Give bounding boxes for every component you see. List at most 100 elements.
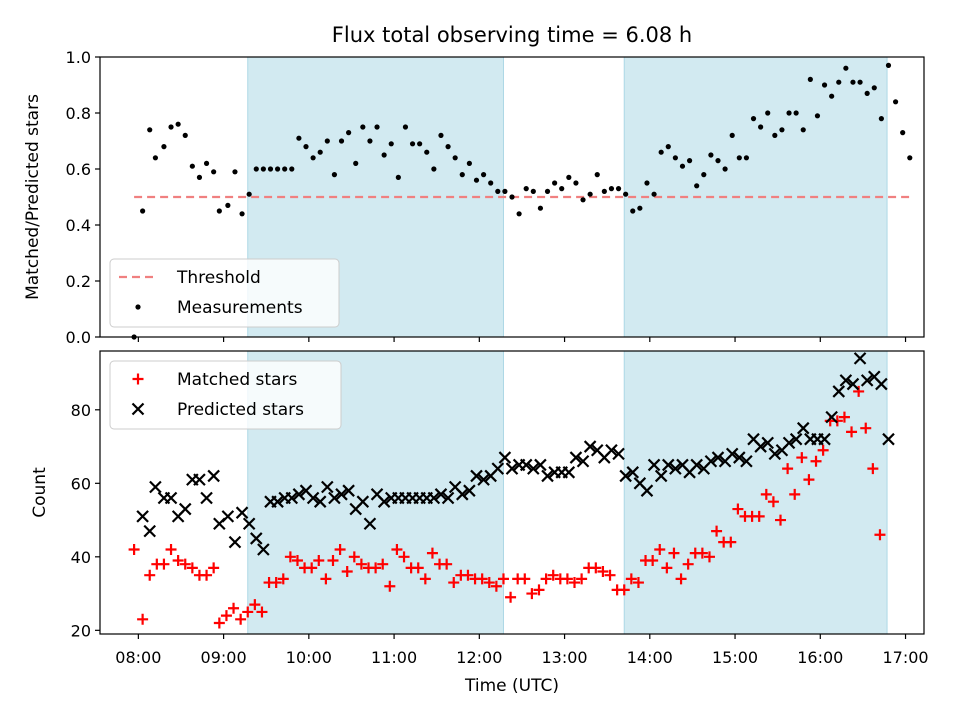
data-point [608, 186, 615, 192]
data-point [807, 76, 813, 82]
data-point [846, 377, 860, 391]
data-point [178, 502, 192, 516]
data-point [875, 377, 888, 391]
data-point [829, 93, 835, 99]
count-panel: 20 40 60 80 08:00 09:00 10:00 11:00 12:00 13:00 14… [30, 350, 929, 667]
data-point [225, 202, 231, 208]
data-point [701, 172, 707, 178]
data-point [690, 458, 703, 472]
data-point [530, 188, 536, 194]
data-point [843, 65, 849, 71]
data-point [370, 562, 382, 574]
data-point [547, 569, 559, 581]
data-point [182, 132, 188, 138]
x-tick-label: 12:00 [456, 648, 502, 667]
data-point [402, 124, 409, 130]
data-point [334, 543, 346, 555]
data-point [722, 166, 728, 172]
data-point [668, 547, 680, 559]
y-tick-label: 1.0 [66, 48, 91, 67]
data-point [782, 463, 794, 475]
data-point [526, 588, 538, 600]
data-point [559, 186, 565, 192]
data-point [860, 422, 872, 434]
data-point [140, 208, 146, 214]
data-point [686, 158, 693, 164]
data-point [573, 180, 579, 186]
data-point [480, 172, 487, 178]
legend-swatch [132, 373, 144, 385]
data-point [249, 532, 263, 545]
data-point [136, 510, 149, 523]
data-point [618, 584, 630, 596]
data-point [292, 488, 306, 501]
data-point [750, 116, 757, 122]
data-point [175, 121, 181, 127]
data-point [661, 562, 673, 574]
data-point [335, 488, 348, 501]
x-tick-label: 10:00 [286, 648, 332, 667]
x-tick-label: 14:00 [627, 648, 673, 667]
data-point [818, 432, 831, 446]
data-point [427, 491, 441, 505]
data-point [800, 127, 806, 133]
data-point [605, 443, 618, 457]
data-point [831, 415, 843, 427]
data-point [552, 180, 558, 186]
data-point [817, 444, 829, 456]
data-point [216, 208, 222, 214]
data-point [324, 138, 330, 144]
data-point [476, 573, 488, 585]
data-point [625, 573, 637, 585]
data-point [495, 188, 501, 194]
data-point [836, 79, 842, 85]
data-point [257, 543, 270, 556]
data-point [434, 488, 448, 501]
legend-swatch [135, 304, 141, 310]
data-point [647, 458, 661, 472]
data-point [580, 197, 586, 203]
data-point [331, 172, 338, 178]
data-point [540, 573, 552, 585]
data-point [590, 562, 602, 574]
data-point [271, 495, 284, 508]
data-point [619, 469, 632, 483]
data-point [291, 554, 303, 566]
data-point [850, 79, 856, 85]
y-tick-label: 80 [71, 401, 91, 420]
data-point [853, 352, 867, 365]
data-point [462, 569, 474, 581]
data-point [789, 432, 803, 446]
data-point [424, 149, 430, 155]
data-point [207, 469, 220, 483]
data-point [725, 447, 739, 461]
observing-window-band [623, 56, 888, 338]
data-point [455, 488, 469, 501]
legend-label: Predicted stars [177, 400, 304, 420]
data-point [569, 451, 583, 464]
legend-label: Matched stars [177, 370, 297, 390]
y-tick-label: 0.6 [66, 160, 91, 179]
data-point [235, 506, 249, 519]
data-point [534, 458, 547, 472]
x-tick-label: 08:00 [115, 648, 161, 667]
data-point [498, 451, 512, 464]
data-point [758, 124, 764, 130]
x-tick-label: 13:00 [542, 648, 588, 667]
data-point [878, 116, 884, 122]
data-point [448, 577, 460, 589]
data-point [632, 577, 644, 589]
data-point [814, 113, 821, 119]
y-tick-label: 20 [71, 621, 91, 640]
data-point [491, 462, 505, 475]
data-point [196, 174, 203, 180]
data-point [796, 421, 810, 435]
data-point [338, 138, 345, 144]
data-point [874, 529, 886, 541]
data-point [533, 584, 545, 596]
data-point [604, 569, 616, 581]
data-point [796, 452, 808, 464]
data-point [445, 144, 451, 150]
data-point [203, 160, 210, 166]
